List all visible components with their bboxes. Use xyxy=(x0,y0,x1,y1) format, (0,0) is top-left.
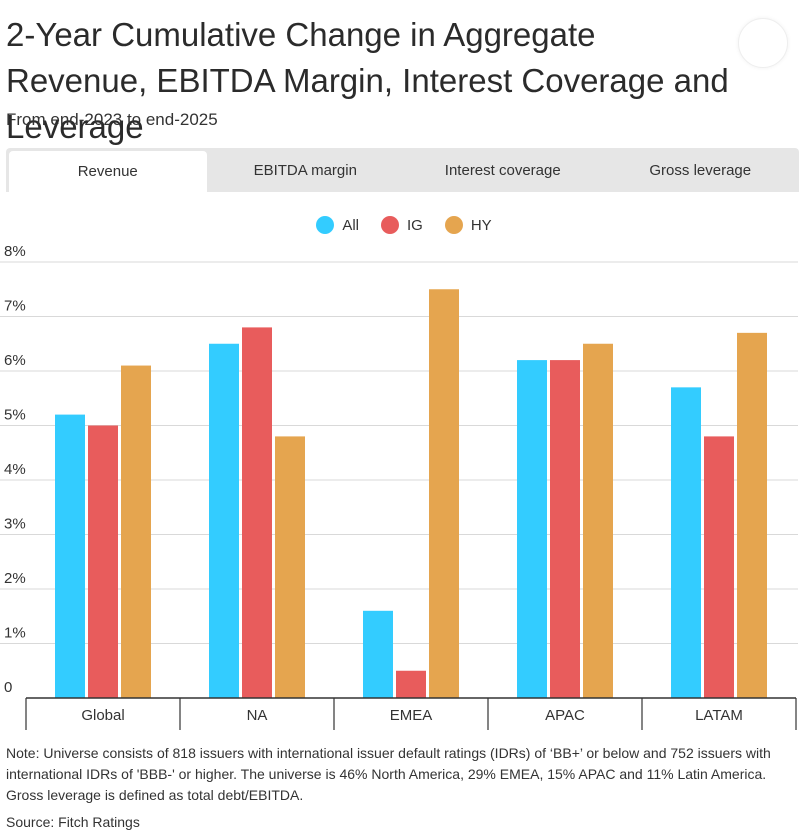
bar-all-latam[interactable] xyxy=(671,387,701,698)
legend-label-ig: IG xyxy=(406,216,423,234)
bar-ig-na[interactable] xyxy=(242,327,272,698)
tab-bar: Revenue EBITDA margin Interest coverage … xyxy=(6,148,799,192)
y-tick-label: 6% xyxy=(4,352,26,369)
tab-interest-coverage[interactable]: Interest coverage xyxy=(444,161,561,179)
menu-button[interactable] xyxy=(738,18,788,68)
bar-ig-apac[interactable] xyxy=(550,360,580,698)
tab-ebitda-margin[interactable]: EBITDA margin xyxy=(253,161,357,179)
legend-label-all: All xyxy=(342,216,359,234)
source-note: Source: Fitch Ratings xyxy=(6,814,140,830)
legend-item-hy[interactable]: HY xyxy=(444,216,492,234)
bar-hy-emea[interactable] xyxy=(429,289,459,698)
bar-hy-latam[interactable] xyxy=(737,332,767,698)
x-tick-label: Global xyxy=(81,707,124,724)
chart-title: 2-Year Cumulative Change in Aggregate Re… xyxy=(6,16,729,145)
legend-swatch-ig xyxy=(380,216,399,234)
bar-all-global[interactable] xyxy=(55,414,85,698)
y-tick-label: 3% xyxy=(4,516,26,533)
y-tick-label: 8% xyxy=(4,243,26,260)
legend-swatch-all xyxy=(316,216,335,234)
legend-swatch-hy xyxy=(444,216,463,234)
y-tick-label: 5% xyxy=(4,407,26,424)
tab-gross-leverage[interactable]: Gross leverage xyxy=(649,161,752,179)
legend-label-hy: HY xyxy=(470,216,492,234)
chart-subtitle: From end-2023 to end-2025 xyxy=(6,110,218,129)
legend-item-ig[interactable]: IG xyxy=(380,216,423,234)
bar-ig-latam[interactable] xyxy=(704,436,734,698)
bar-hy-na[interactable] xyxy=(275,436,305,698)
bar-ig-emea[interactable] xyxy=(396,670,426,698)
bar-all-apac[interactable] xyxy=(517,360,547,698)
bar-all-na[interactable] xyxy=(209,343,239,698)
bar-all-emea[interactable] xyxy=(363,610,393,698)
bar-ig-global[interactable] xyxy=(88,425,118,699)
x-tick-label: LATAM xyxy=(695,707,743,724)
x-tick-label: NA xyxy=(247,707,268,724)
bar-hy-global[interactable] xyxy=(121,365,151,698)
footnote: Note: Universe consists of 818 issuers w… xyxy=(6,745,771,803)
y-tick-label: 7% xyxy=(4,298,26,315)
x-tick-label: APAC xyxy=(545,707,585,724)
y-tick-label: 4% xyxy=(4,461,26,478)
legend-item-all[interactable]: All xyxy=(316,216,359,234)
chart-legend: All IG HY xyxy=(0,216,808,234)
bar-hy-apac[interactable] xyxy=(583,343,613,698)
y-tick-label: 0 xyxy=(4,679,12,696)
y-tick-label: 2% xyxy=(4,570,26,587)
x-tick-label: EMEA xyxy=(390,707,433,724)
tab-revenue[interactable]: Revenue xyxy=(9,151,207,192)
bar-chart: 0 1% 2% 3% 4% 5% 6% 7% 8% Global NA EMEA APAC LATAM xyxy=(0,243,798,730)
y-tick-label: 1% xyxy=(4,625,26,642)
